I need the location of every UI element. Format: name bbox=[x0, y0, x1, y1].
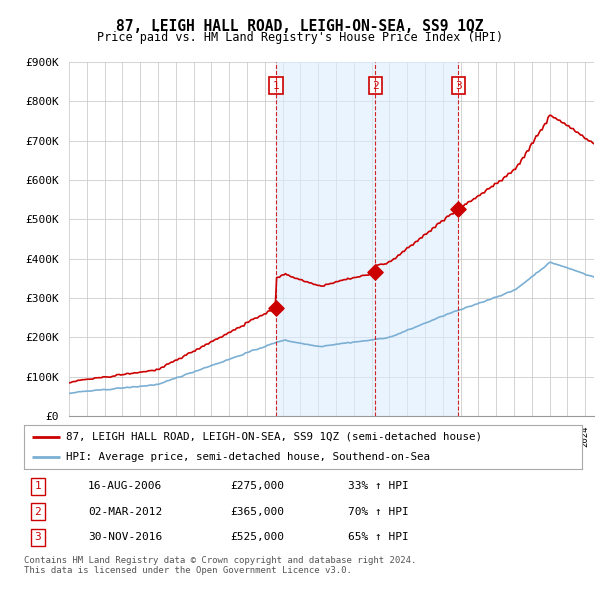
Text: 3: 3 bbox=[35, 532, 41, 542]
Text: 30-NOV-2016: 30-NOV-2016 bbox=[88, 532, 163, 542]
Text: £275,000: £275,000 bbox=[230, 481, 284, 491]
Text: £365,000: £365,000 bbox=[230, 507, 284, 517]
Point bbox=[370, 268, 380, 277]
Text: 87, LEIGH HALL ROAD, LEIGH-ON-SEA, SS9 1QZ (semi-detached house): 87, LEIGH HALL ROAD, LEIGH-ON-SEA, SS9 1… bbox=[66, 432, 482, 442]
Text: Contains HM Land Registry data © Crown copyright and database right 2024.
This d: Contains HM Land Registry data © Crown c… bbox=[24, 556, 416, 575]
Text: 16-AUG-2006: 16-AUG-2006 bbox=[88, 481, 163, 491]
Point bbox=[454, 205, 463, 214]
Text: 02-MAR-2012: 02-MAR-2012 bbox=[88, 507, 163, 517]
Text: Price paid vs. HM Land Registry's House Price Index (HPI): Price paid vs. HM Land Registry's House … bbox=[97, 31, 503, 44]
Text: 2: 2 bbox=[372, 81, 379, 90]
Text: 2: 2 bbox=[35, 507, 41, 517]
Text: £525,000: £525,000 bbox=[230, 532, 284, 542]
Bar bbox=[276, 62, 458, 416]
Text: 3: 3 bbox=[455, 81, 461, 90]
Text: 70% ↑ HPI: 70% ↑ HPI bbox=[347, 507, 409, 517]
Point bbox=[271, 303, 281, 313]
Text: 1: 1 bbox=[35, 481, 41, 491]
Text: 33% ↑ HPI: 33% ↑ HPI bbox=[347, 481, 409, 491]
Text: 1: 1 bbox=[272, 81, 279, 90]
Text: 87, LEIGH HALL ROAD, LEIGH-ON-SEA, SS9 1QZ: 87, LEIGH HALL ROAD, LEIGH-ON-SEA, SS9 1… bbox=[116, 19, 484, 34]
Text: 65% ↑ HPI: 65% ↑ HPI bbox=[347, 532, 409, 542]
Text: HPI: Average price, semi-detached house, Southend-on-Sea: HPI: Average price, semi-detached house,… bbox=[66, 452, 430, 462]
